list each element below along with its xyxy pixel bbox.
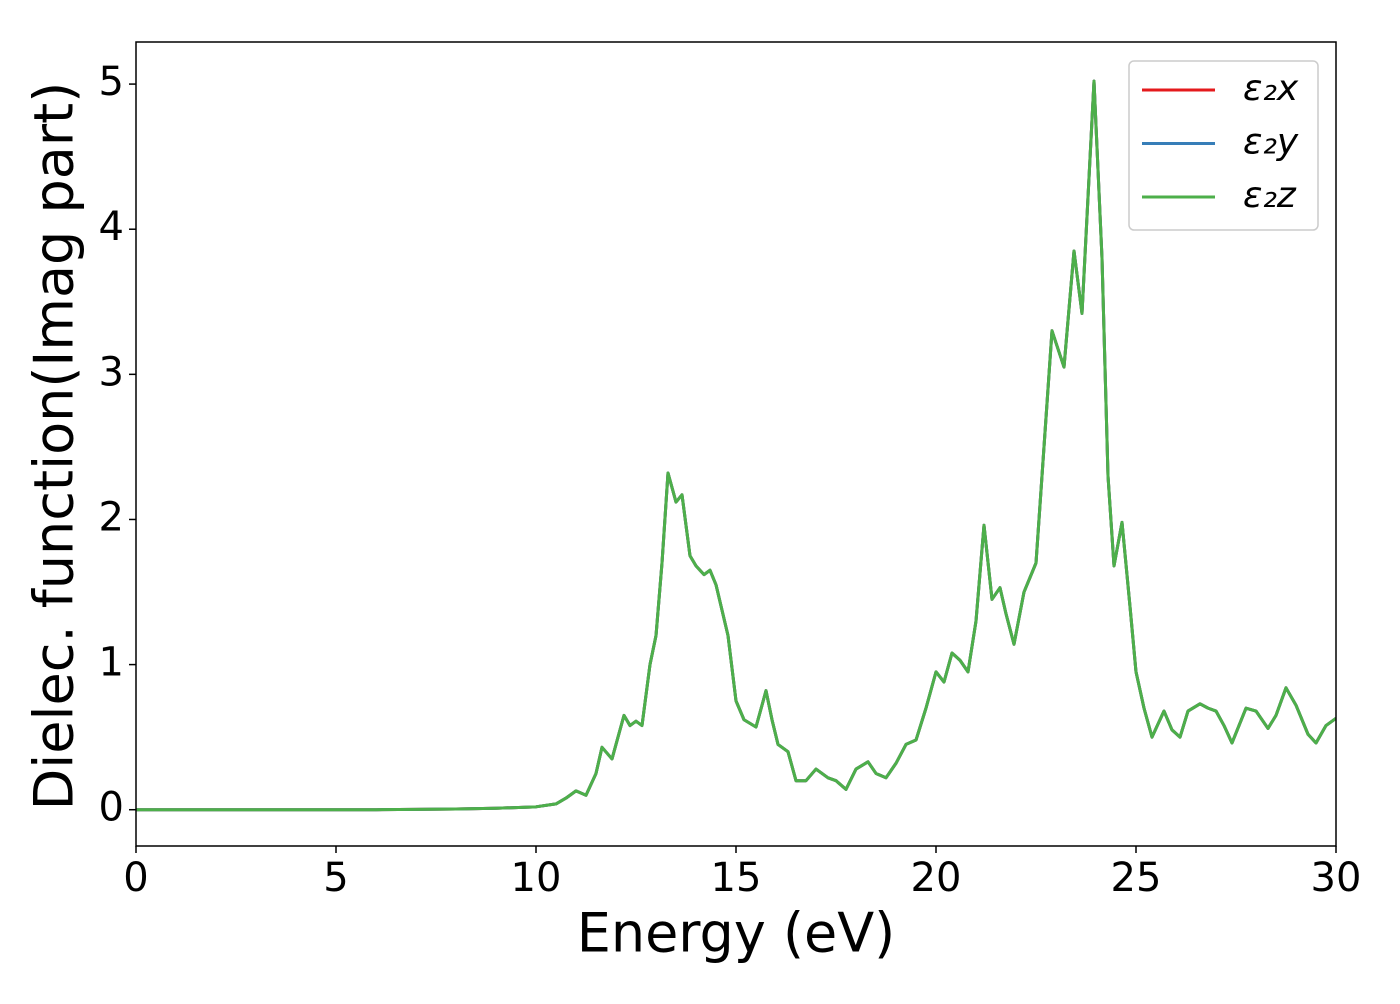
x-tick-label: 25 <box>1111 855 1162 901</box>
legend-label: ε₂z <box>1243 175 1297 216</box>
x-tick-label: 30 <box>1311 855 1362 901</box>
y-tick-label: 3 <box>99 349 124 395</box>
x-tick-label: 10 <box>511 855 562 901</box>
y-tick-label: 5 <box>99 59 124 105</box>
x-tick-label: 5 <box>323 855 348 901</box>
x-tick-label: 20 <box>911 855 962 901</box>
x-tick-label: 15 <box>711 855 762 901</box>
y-tick-label: 1 <box>99 640 124 686</box>
x-tick-label: 0 <box>123 855 148 901</box>
y-tick-label: 0 <box>99 785 124 831</box>
legend-label: ε₂y <box>1243 122 1299 163</box>
y-tick-label: 2 <box>99 494 124 540</box>
series-line <box>136 79 1336 812</box>
x-axis-label: Energy (eV) <box>577 902 896 965</box>
y-axis-label: Dielec. function(Imag part) <box>23 82 86 811</box>
plot-frame <box>135 41 1337 847</box>
y-tick-label: 4 <box>99 204 124 250</box>
legend-label: ε₂x <box>1243 68 1299 109</box>
legend-box <box>1128 60 1319 231</box>
